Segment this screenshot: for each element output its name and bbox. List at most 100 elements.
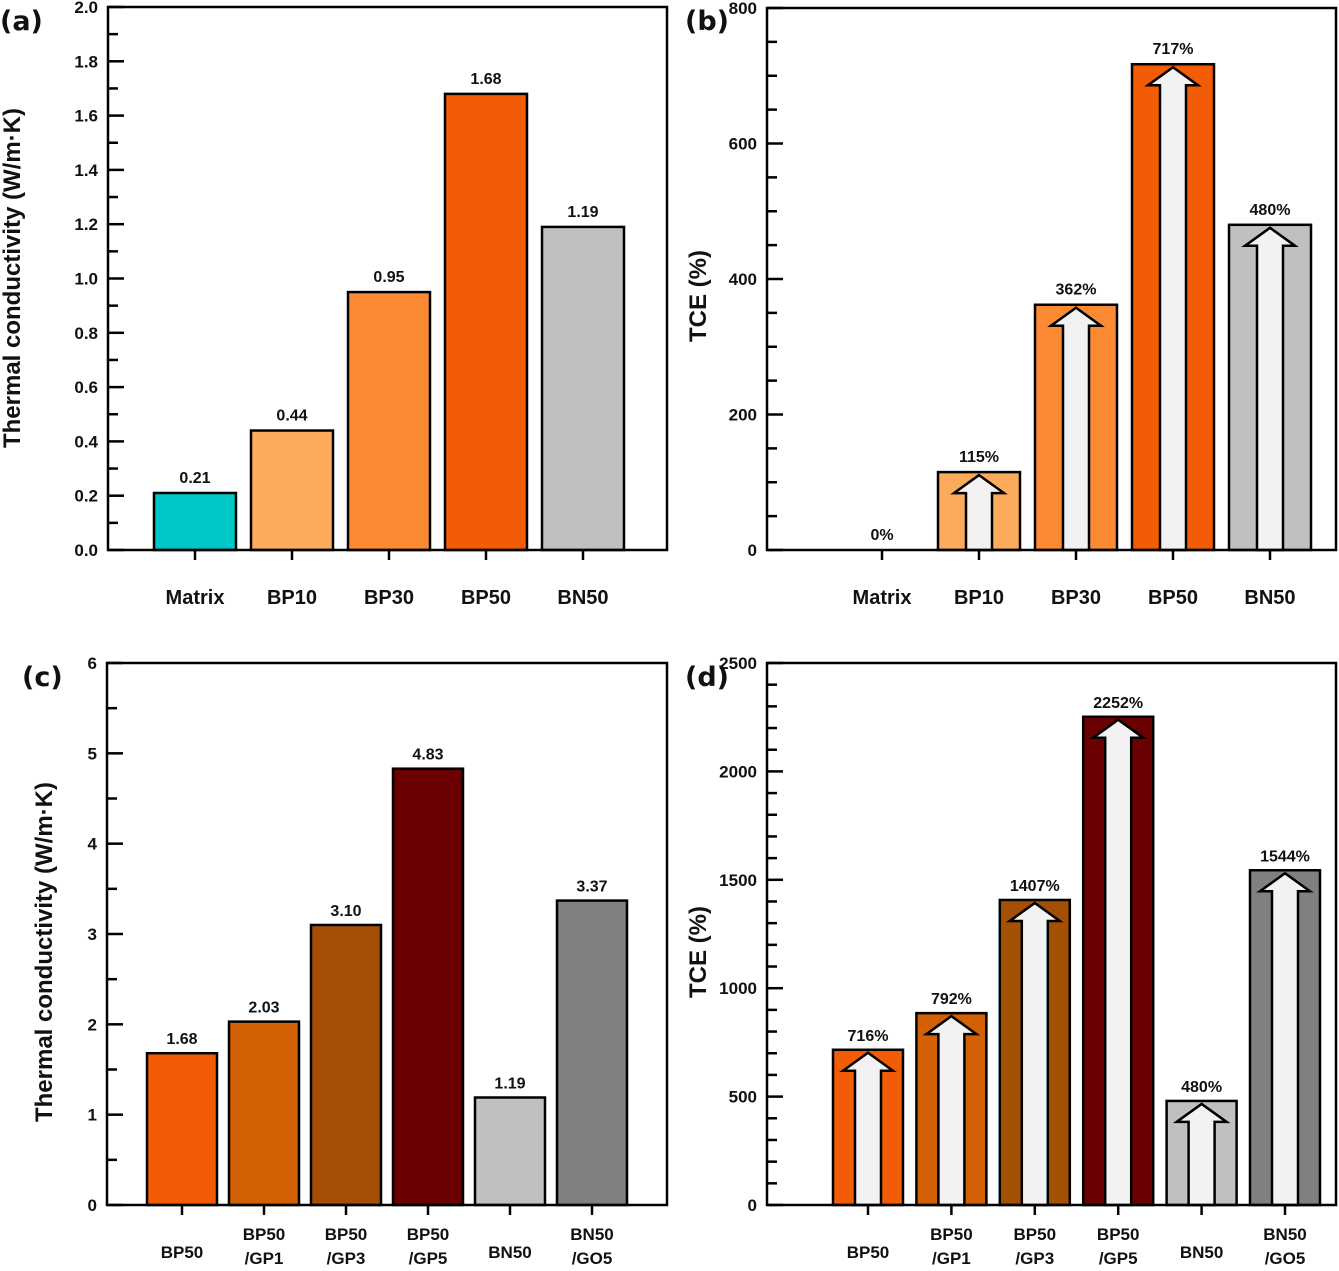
bar: [227, 1020, 301, 1207]
x-tick-label: BP50: [243, 1225, 286, 1244]
y-tick-label: 1.6: [74, 107, 98, 126]
bar: [152, 491, 238, 552]
y-tick-label: 1.2: [74, 215, 98, 234]
data-label: 0.21: [179, 470, 210, 487]
y-tick-label: 500: [729, 1088, 757, 1107]
data-label: 115%: [959, 449, 999, 466]
x-tick-label: BN50: [570, 1225, 613, 1244]
y-tick-label: 0.6: [74, 378, 98, 397]
x-tick-label: BP50: [407, 1225, 450, 1244]
data-label: 480%: [1181, 1079, 1222, 1096]
x-tick-label: BN50: [1180, 1243, 1223, 1262]
y-tick-label: 1.4: [74, 161, 98, 180]
plot-frame: [765, 661, 1338, 1207]
panel-label: (b): [685, 6, 729, 37]
x-tick-label: BP50: [1148, 587, 1198, 609]
y-tick-label: 1500: [719, 871, 757, 890]
panel-b: (b) TCE (%) 0% Matrix 115% BP10 362% BP30 717% BP…: [685, 0, 1338, 609]
x-tick-label: BN50: [488, 1243, 531, 1262]
data-label: 1.19: [494, 1076, 525, 1093]
panel-a: (a) Thermal conductivity (W/m·K) 0.21 Matri…: [0, 0, 669, 609]
y-axis-title: TCE (%): [685, 250, 712, 342]
y-tick-label: 2000: [719, 762, 757, 781]
y-tick-label: 1.8: [74, 52, 98, 71]
panel-c: (c) Thermal conductivity (W/m·K) 1.68 BP50 2…: [22, 654, 669, 1268]
y-tick-label: 2.0: [74, 0, 98, 17]
y-tick-label: 0.8: [74, 324, 98, 343]
data-label: 2.03: [248, 1000, 279, 1017]
data-label: 0.95: [373, 269, 404, 286]
panel-label: (a): [0, 6, 43, 37]
y-tick-label: 1000: [719, 979, 757, 998]
bar: [540, 225, 626, 552]
y-tick-label: 3: [88, 925, 97, 944]
bar: [346, 290, 432, 552]
y-axis-title: Thermal conductivity (W/m·K): [31, 782, 58, 1122]
y-tick-label: 0: [748, 1196, 757, 1215]
y-tick-label: 600: [729, 135, 757, 154]
bar: [555, 899, 629, 1207]
x-tick-label: /GP1: [245, 1249, 284, 1268]
x-tick-label: BN50: [557, 587, 608, 609]
bar: [391, 767, 465, 1207]
data-label: 1407%: [1010, 878, 1060, 895]
panel-d: (d) TCE (%) 716% BP50 792% BP50/GP1 1407% BP50 /…: [685, 654, 1338, 1268]
x-tick-label: BP50: [161, 1243, 204, 1262]
x-tick-label: BP50: [1014, 1225, 1057, 1244]
x-tick-label: BP50: [461, 587, 511, 609]
data-label: 716%: [848, 1028, 889, 1045]
x-tick-label: BP50: [325, 1225, 368, 1244]
y-tick-label: 6: [88, 654, 97, 673]
data-label: 0%: [870, 527, 893, 544]
data-label: 0.44: [276, 408, 307, 425]
data-label: 2252%: [1093, 695, 1143, 712]
x-tick-label: /GP5: [1099, 1249, 1138, 1268]
data-label: 1.68: [166, 1031, 197, 1048]
y-tick-label: 0: [748, 541, 757, 560]
y-tick-label: 2: [88, 1015, 97, 1034]
x-tick-label: /GO5: [1265, 1249, 1306, 1268]
x-tick-label: BP10: [267, 587, 317, 609]
x-tick-label: /GO5: [572, 1249, 613, 1268]
bar: [309, 923, 383, 1207]
bar: [443, 92, 529, 552]
x-tick-label: /GP1: [932, 1249, 971, 1268]
x-tick-label: /GP5: [409, 1249, 448, 1268]
x-tick-label: BN50: [1244, 587, 1295, 609]
y-tick-label: 0: [88, 1196, 97, 1215]
panel-label: (d): [685, 662, 729, 693]
plot-frame: [105, 661, 669, 1207]
x-tick-label: Matrix: [853, 587, 912, 609]
x-tick-label: BP50: [1097, 1225, 1140, 1244]
x-tick-label: /GP3: [327, 1249, 366, 1268]
y-tick-label: 200: [729, 406, 757, 425]
x-tick-label: /GP3: [1015, 1249, 1054, 1268]
x-tick-label: BP50: [847, 1243, 890, 1262]
plot-frame: [106, 5, 669, 552]
bar: [249, 429, 335, 552]
data-label: 792%: [931, 991, 972, 1008]
data-label: 1544%: [1260, 848, 1310, 865]
y-tick-label: 5: [88, 744, 97, 763]
bar: [145, 1051, 219, 1207]
data-label: 362%: [1056, 282, 1097, 299]
data-label: 3.10: [330, 903, 361, 920]
x-tick-label: BP30: [1051, 587, 1101, 609]
y-tick-label: 0.4: [74, 432, 98, 451]
data-label: 1.68: [470, 71, 501, 88]
x-tick-label: BN50: [1263, 1225, 1306, 1244]
plot-frame: [765, 6, 1338, 552]
data-label: 717%: [1153, 41, 1194, 58]
data-label: 4.83: [412, 747, 443, 764]
y-tick-label: 4: [88, 835, 98, 854]
y-tick-label: 0.2: [74, 487, 98, 506]
x-tick-label: BP30: [364, 587, 414, 609]
y-tick-label: 1: [88, 1106, 97, 1125]
y-tick-label: 400: [729, 270, 757, 289]
bar: [473, 1096, 547, 1207]
data-label: 1.19: [567, 204, 598, 221]
y-tick-label: 800: [729, 0, 757, 18]
y-tick-label: 0.0: [74, 541, 98, 560]
x-tick-label: BP50: [930, 1225, 973, 1244]
